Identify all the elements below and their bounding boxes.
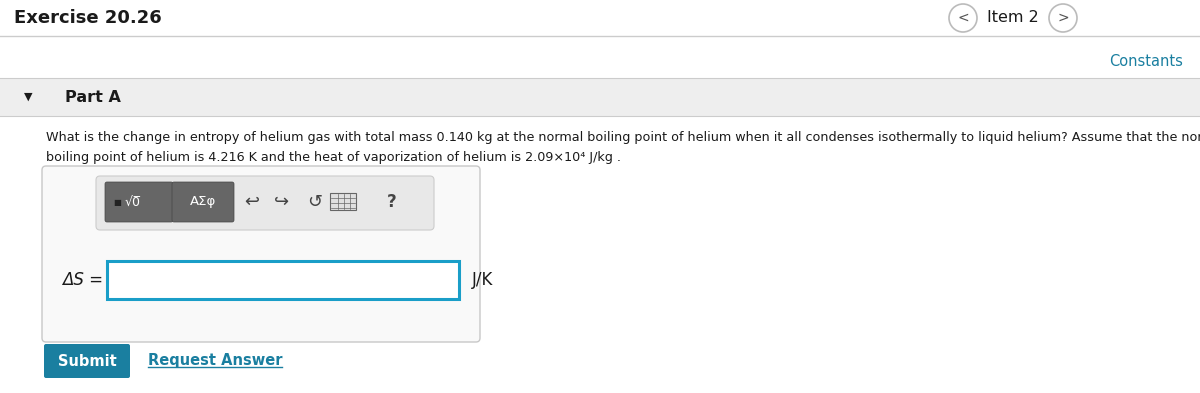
Text: >: > — [1057, 11, 1069, 25]
FancyBboxPatch shape — [42, 166, 480, 342]
Text: Item 2: Item 2 — [988, 11, 1039, 26]
Text: ↩: ↩ — [245, 193, 259, 211]
Text: What is the change in entropy of helium gas with total mass 0.140 kg at the norm: What is the change in entropy of helium … — [46, 132, 1200, 145]
Text: Constants: Constants — [1109, 55, 1183, 70]
Text: ↪: ↪ — [275, 193, 289, 211]
Text: <: < — [958, 11, 968, 25]
FancyBboxPatch shape — [0, 78, 1200, 116]
Text: ΑΣφ: ΑΣφ — [190, 195, 216, 209]
Text: ▼: ▼ — [24, 92, 32, 102]
Text: Submit: Submit — [58, 353, 116, 369]
FancyBboxPatch shape — [44, 344, 130, 378]
FancyBboxPatch shape — [172, 182, 234, 222]
Text: Part A: Part A — [65, 90, 121, 105]
FancyBboxPatch shape — [106, 182, 173, 222]
Text: Request Answer: Request Answer — [148, 353, 282, 369]
Text: ↺: ↺ — [307, 193, 323, 211]
Text: ΔS =: ΔS = — [62, 271, 103, 289]
Text: boiling point of helium is 4.216 K and the heat of vaporization of helium is 2.0: boiling point of helium is 4.216 K and t… — [46, 151, 622, 165]
Text: √0̅: √0̅ — [125, 195, 142, 209]
Text: ■: ■ — [113, 198, 121, 206]
FancyBboxPatch shape — [107, 261, 458, 299]
FancyBboxPatch shape — [96, 176, 434, 230]
Text: Exercise 20.26: Exercise 20.26 — [14, 9, 162, 27]
FancyBboxPatch shape — [330, 193, 356, 210]
Text: ?: ? — [388, 193, 397, 211]
Text: J/K: J/K — [472, 271, 493, 289]
